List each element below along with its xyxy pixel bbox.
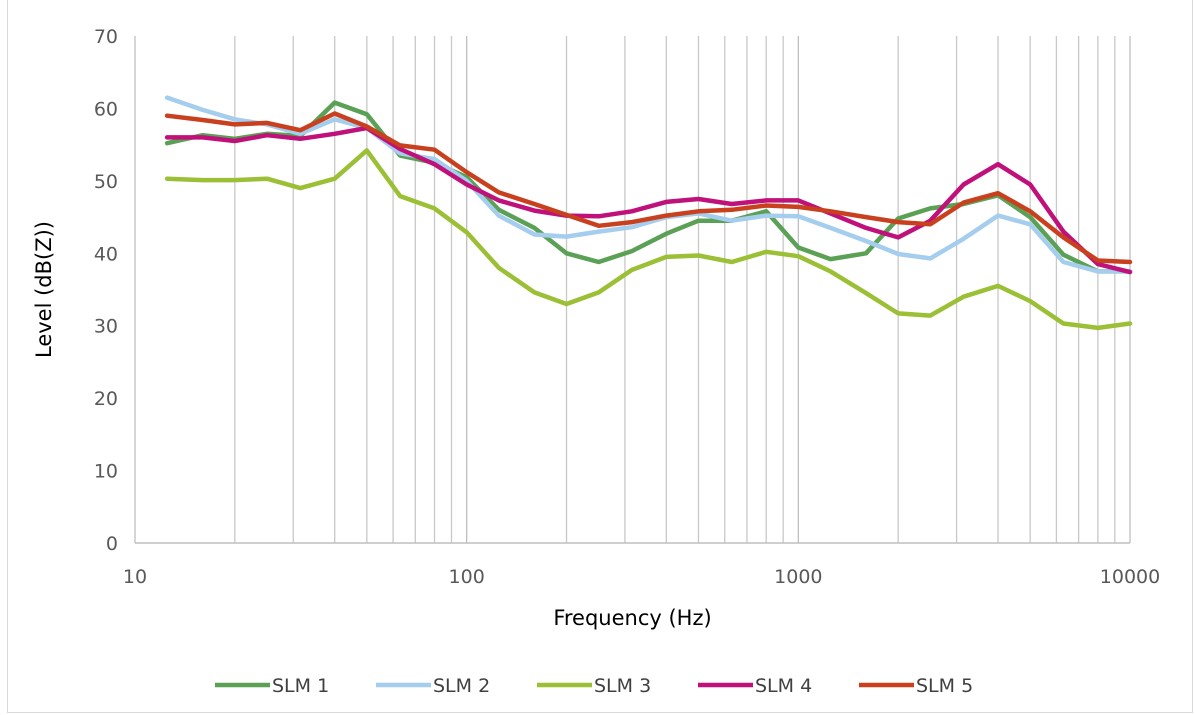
series-line-3 [164, 148, 1133, 331]
x-tick-label: 100 [449, 566, 485, 588]
series-line-4 [164, 125, 1133, 275]
x-tick-label: 10 [123, 566, 147, 588]
y-tick-label: 50 [94, 171, 118, 193]
y-tick-labels: 0 10 20 30 40 50 60 70 [94, 26, 118, 555]
legend-label: SLM 3 [594, 675, 651, 697]
x-tick-label: 10000 [1100, 566, 1160, 588]
legend: SLM 1 SLM 2 SLM 3 SLM 4 SLM 5 [215, 675, 973, 697]
x-tick-label: 1000 [774, 566, 822, 588]
x-tick-labels: 10 100 1000 10000 [123, 566, 1160, 588]
y-tick-label: 20 [94, 388, 118, 410]
y-tick-label: 0 [106, 533, 118, 555]
y-tick-label: 40 [94, 243, 118, 265]
series-line-2 [164, 95, 1133, 274]
grid-lines [134, 36, 1131, 543]
y-tick-label: 10 [94, 461, 118, 483]
legend-label: SLM 5 [916, 675, 973, 697]
y-axis-title: Level (dB(Z)) [32, 221, 56, 358]
y-tick-label: 60 [94, 98, 118, 120]
y-tick-label: 70 [94, 26, 118, 48]
series-lines [164, 95, 1133, 331]
x-axis-title: Frequency (Hz) [553, 606, 711, 630]
series-line-5 [164, 111, 1133, 265]
legend-label: SLM 4 [755, 675, 812, 697]
legend-label: SLM 2 [433, 675, 490, 697]
chart-frame: 10 100 1000 10000 0 10 20 30 40 50 60 70 Frequency… [7, 0, 1193, 713]
legend-label: SLM 1 [272, 675, 329, 697]
y-tick-label: 30 [94, 316, 118, 338]
